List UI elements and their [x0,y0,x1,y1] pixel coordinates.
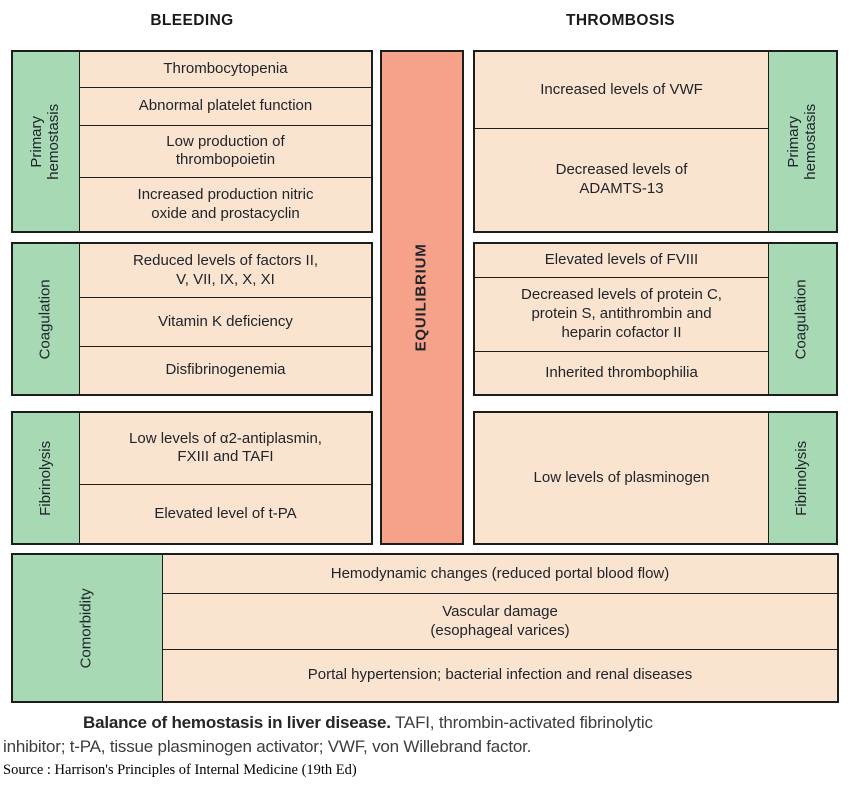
thrombosis-coagulation-label-text: Coagulation [793,278,811,360]
bleeding-primary-hemostasis-label: Primary hemostasis [13,52,80,231]
section-thrombosis-primary-hemostasis: Increased levels of VWF Decreased levels… [473,50,838,233]
bleeding-primary-hemostasis-label-text: Primary hemostasis [28,103,62,180]
bleeding-coagulation-label-text: Coagulation [36,278,54,360]
comorbidity-rows: Hemodynamic changes (reduced portal bloo… [163,555,837,701]
cell-increased-vwf: Increased levels of VWF [475,52,768,129]
cell-reduced-factors: Reduced levels of factors II, V, VII, IX… [80,244,371,298]
thrombosis-primary-hemostasis-label: Primary hemostasis [768,52,836,231]
bleeding-fibrinolysis-rows: Low levels of α2-antiplasmin, FXIII and … [80,413,371,543]
cell-portal-hypertension: Portal hypertension; bacterial infection… [163,649,837,701]
thrombosis-primary-hemostasis-rows: Increased levels of VWF Decreased levels… [475,52,768,231]
cell-decreased-adamts13: Decreased levels of ADAMTS-13 [475,128,768,231]
section-thrombosis-fibrinolysis: Low levels of plasminogen Fibrinolysis [473,411,838,545]
cell-inherited-thrombophilia: Inherited thrombophilia [475,351,768,394]
comorbidity-label-text: Comorbidity [78,587,96,669]
thrombosis-fibrinolysis-label: Fibrinolysis [768,413,836,543]
thrombosis-coagulation-label: Coagulation [768,244,836,394]
thrombosis-fibrinolysis-rows: Low levels of plasminogen [475,413,768,543]
section-bleeding-coagulation: Coagulation Reduced levels of factors II… [11,242,373,396]
figure-source: Source : Harrison's Principles of Intern… [3,762,357,778]
thrombosis-coagulation-rows: Elevated levels of FVIII Decreased level… [475,244,768,394]
cell-thrombocytopenia: Thrombocytopenia [80,52,371,87]
cell-low-production-thrombopoietin: Low production of thrombopoietin [80,124,371,178]
bleeding-coagulation-rows: Reduced levels of factors II, V, VII, IX… [80,244,371,394]
bleeding-fibrinolysis-label: Fibrinolysis [13,413,80,543]
figure-caption-title: Balance of hemostasis in liver disease. [83,713,391,732]
figure-caption-abbrev-1: TAFI, thrombin-activated fibrinolytic [390,713,653,732]
figure-caption-abbrev-2: inhibitor; t-PA, tissue plasminogen acti… [3,737,532,757]
cell-hemodynamic-changes: Hemodynamic changes (reduced portal bloo… [163,555,837,594]
cell-decreased-protein-c-s: Decreased levels of protein C, protein S… [475,277,768,352]
bleeding-coagulation-label: Coagulation [13,244,80,394]
thrombosis-column-header: THROMBOSIS [565,12,676,29]
section-bleeding-primary-hemostasis: Primary hemostasis Thrombocytopenia Abno… [11,50,373,233]
thrombosis-fibrinolysis-label-text: Fibrinolysis [793,440,811,516]
bleeding-fibrinolysis-label-text: Fibrinolysis [36,440,54,516]
bleeding-primary-hemostasis-rows: Thrombocytopenia Abnormal platelet funct… [80,52,371,231]
cell-elevated-tpa: Elevated level of t-PA [80,483,371,543]
cell-elevated-fviii: Elevated levels of FVIII [475,244,768,278]
thrombosis-primary-hemostasis-label-text: Primary hemostasis [784,103,819,180]
equilibrium-bar: EQUILIBRIUM [380,50,464,545]
equilibrium-label-text: EQUILIBRIUM [412,243,430,352]
comorbidity-label: Comorbidity [13,555,163,701]
cell-low-plasminogen: Low levels of plasminogen [475,413,768,543]
cell-vitamin-k-deficiency: Vitamin K deficiency [80,297,371,346]
cell-increased-nitric-oxide-prostacyclin: Increased production nitric oxide and pr… [80,177,371,231]
cell-vascular-damage: Vascular damage (esophageal varices) [163,593,837,650]
cell-abnormal-platelet-function: Abnormal platelet function [80,86,371,125]
section-thrombosis-coagulation: Elevated levels of FVIII Decreased level… [473,242,838,396]
section-comorbidity: Comorbidity Hemodynamic changes (reduced… [11,553,839,703]
cell-low-alpha2-antiplasmin: Low levels of α2-antiplasmin, FXIII and … [80,413,371,484]
cell-disfibrinogenemia: Disfibrinogenemia [80,345,371,394]
bleeding-column-header: BLEEDING [150,12,234,29]
section-bleeding-fibrinolysis: Fibrinolysis Low levels of α2-antiplasmi… [11,411,373,545]
figure-caption: Balance of hemostasis in liver disease. … [3,711,850,759]
